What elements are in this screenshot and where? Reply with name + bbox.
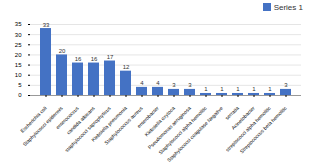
svg-text:12: 12 bbox=[123, 64, 130, 70]
svg-text:Pseudomonas aeruginosa: Pseudomonas aeruginosa bbox=[146, 104, 192, 151]
svg-text:4: 4 bbox=[156, 80, 160, 86]
svg-text:30: 30 bbox=[15, 32, 22, 38]
svg-text:20: 20 bbox=[59, 48, 66, 54]
svg-text:3: 3 bbox=[284, 82, 288, 88]
svg-text:Staphylococci alpha hemolitic: Staphylococci alpha hemolitic bbox=[157, 104, 208, 156]
svg-text:Streptococcus beta hemolitic: Streptococcus beta hemolitic bbox=[238, 105, 288, 155]
svg-text:20: 20 bbox=[15, 52, 22, 58]
svg-text:Acinetobacter: Acinetobacter bbox=[230, 104, 256, 131]
svg-text:1: 1 bbox=[204, 86, 208, 92]
svg-text:10: 10 bbox=[15, 72, 22, 78]
svg-text:17: 17 bbox=[107, 54, 114, 60]
svg-text:33: 33 bbox=[43, 22, 50, 28]
svg-text:1: 1 bbox=[252, 86, 256, 92]
svg-text:Klebsiella oxytoca: Klebsiella oxytoca bbox=[143, 104, 176, 138]
svg-text:Staphylococci coagulase Negati: Staphylococci coagulase Negative bbox=[166, 105, 224, 163]
svg-text:25: 25 bbox=[15, 42, 22, 48]
svg-text:3: 3 bbox=[188, 82, 192, 88]
svg-text:35: 35 bbox=[15, 21, 22, 27]
svg-text:Escherichia coli: Escherichia coli bbox=[19, 104, 48, 134]
svg-text:candida albicans: candida albicans bbox=[65, 104, 96, 136]
svg-text:16: 16 bbox=[75, 56, 82, 62]
svg-text:Staphylococci epidermis: Staphylococci epidermis bbox=[21, 104, 64, 148]
svg-text:4: 4 bbox=[140, 80, 144, 86]
svg-text:15: 15 bbox=[15, 62, 22, 68]
svg-text:5: 5 bbox=[18, 82, 22, 88]
svg-text:3: 3 bbox=[172, 82, 176, 88]
svg-text:Staphylococcus aureus: Staphylococcus aureus bbox=[103, 104, 144, 146]
svg-text:serratia: serratia bbox=[223, 104, 240, 121]
svg-text:1: 1 bbox=[220, 86, 224, 92]
svg-text:1: 1 bbox=[236, 86, 240, 92]
svg-text:1: 1 bbox=[268, 86, 272, 92]
svg-text:enterococcus: enterococcus bbox=[54, 104, 80, 131]
svg-text:enterobacter: enterobacter bbox=[135, 104, 160, 129]
svg-text:staphylococci saprophyticus: staphylococci saprophyticus bbox=[63, 104, 112, 154]
svg-text:16: 16 bbox=[91, 56, 98, 62]
svg-text:Klebsiella pneumonia: Klebsiella pneumonia bbox=[90, 104, 128, 143]
html-text:Series 1: Series 1 bbox=[273, 2, 303, 12]
svg-text:streptococci alpha hemolitic: streptococci alpha hemolitic bbox=[224, 104, 272, 153]
svg-text:0: 0 bbox=[18, 92, 22, 98]
